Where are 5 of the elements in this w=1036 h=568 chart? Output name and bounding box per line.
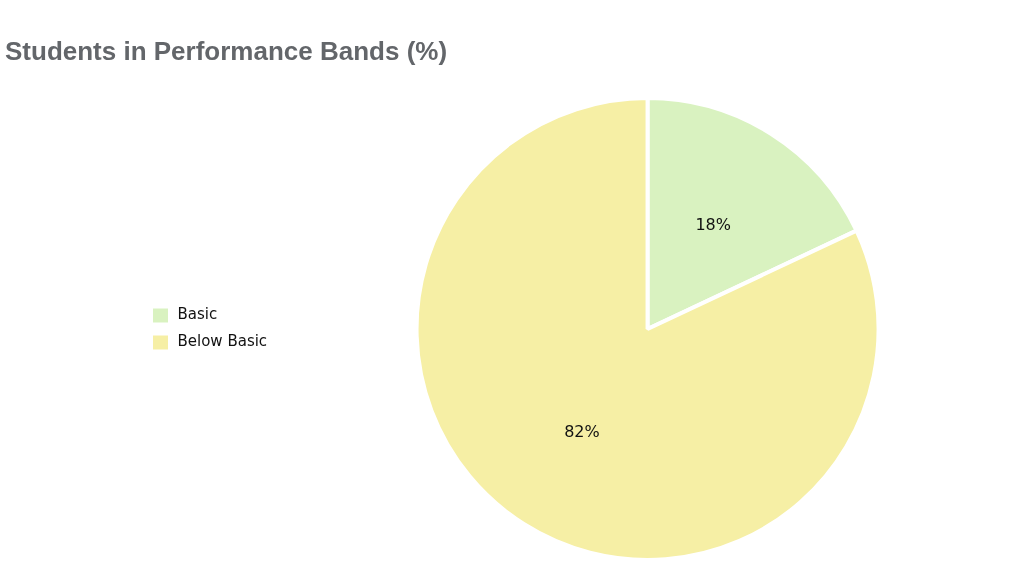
legend-label: Below Basic bbox=[177, 332, 268, 351]
data-label: 18% bbox=[695, 214, 731, 234]
chart-title: Students in Performance Bands (%) bbox=[5, 36, 448, 67]
data-label: 82% bbox=[564, 421, 600, 441]
legend-label: Basic bbox=[177, 305, 218, 324]
